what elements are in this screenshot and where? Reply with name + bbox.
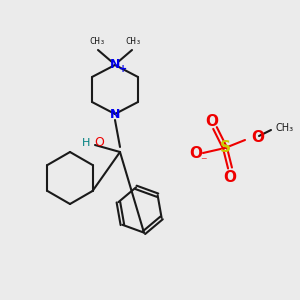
Text: CH₃: CH₃ — [89, 37, 105, 46]
Text: N: N — [110, 58, 120, 71]
Text: S: S — [220, 140, 230, 155]
Text: +: + — [119, 64, 127, 74]
Text: O: O — [251, 130, 264, 146]
Text: O: O — [94, 136, 104, 149]
Text: N: N — [110, 107, 120, 121]
Text: H: H — [82, 138, 90, 148]
Text: O: O — [206, 115, 218, 130]
Text: O: O — [190, 146, 202, 161]
Text: ⁻: ⁻ — [200, 155, 206, 169]
Text: CH₃: CH₃ — [125, 37, 141, 46]
Text: CH₃: CH₃ — [275, 123, 293, 133]
Text: O: O — [224, 169, 236, 184]
